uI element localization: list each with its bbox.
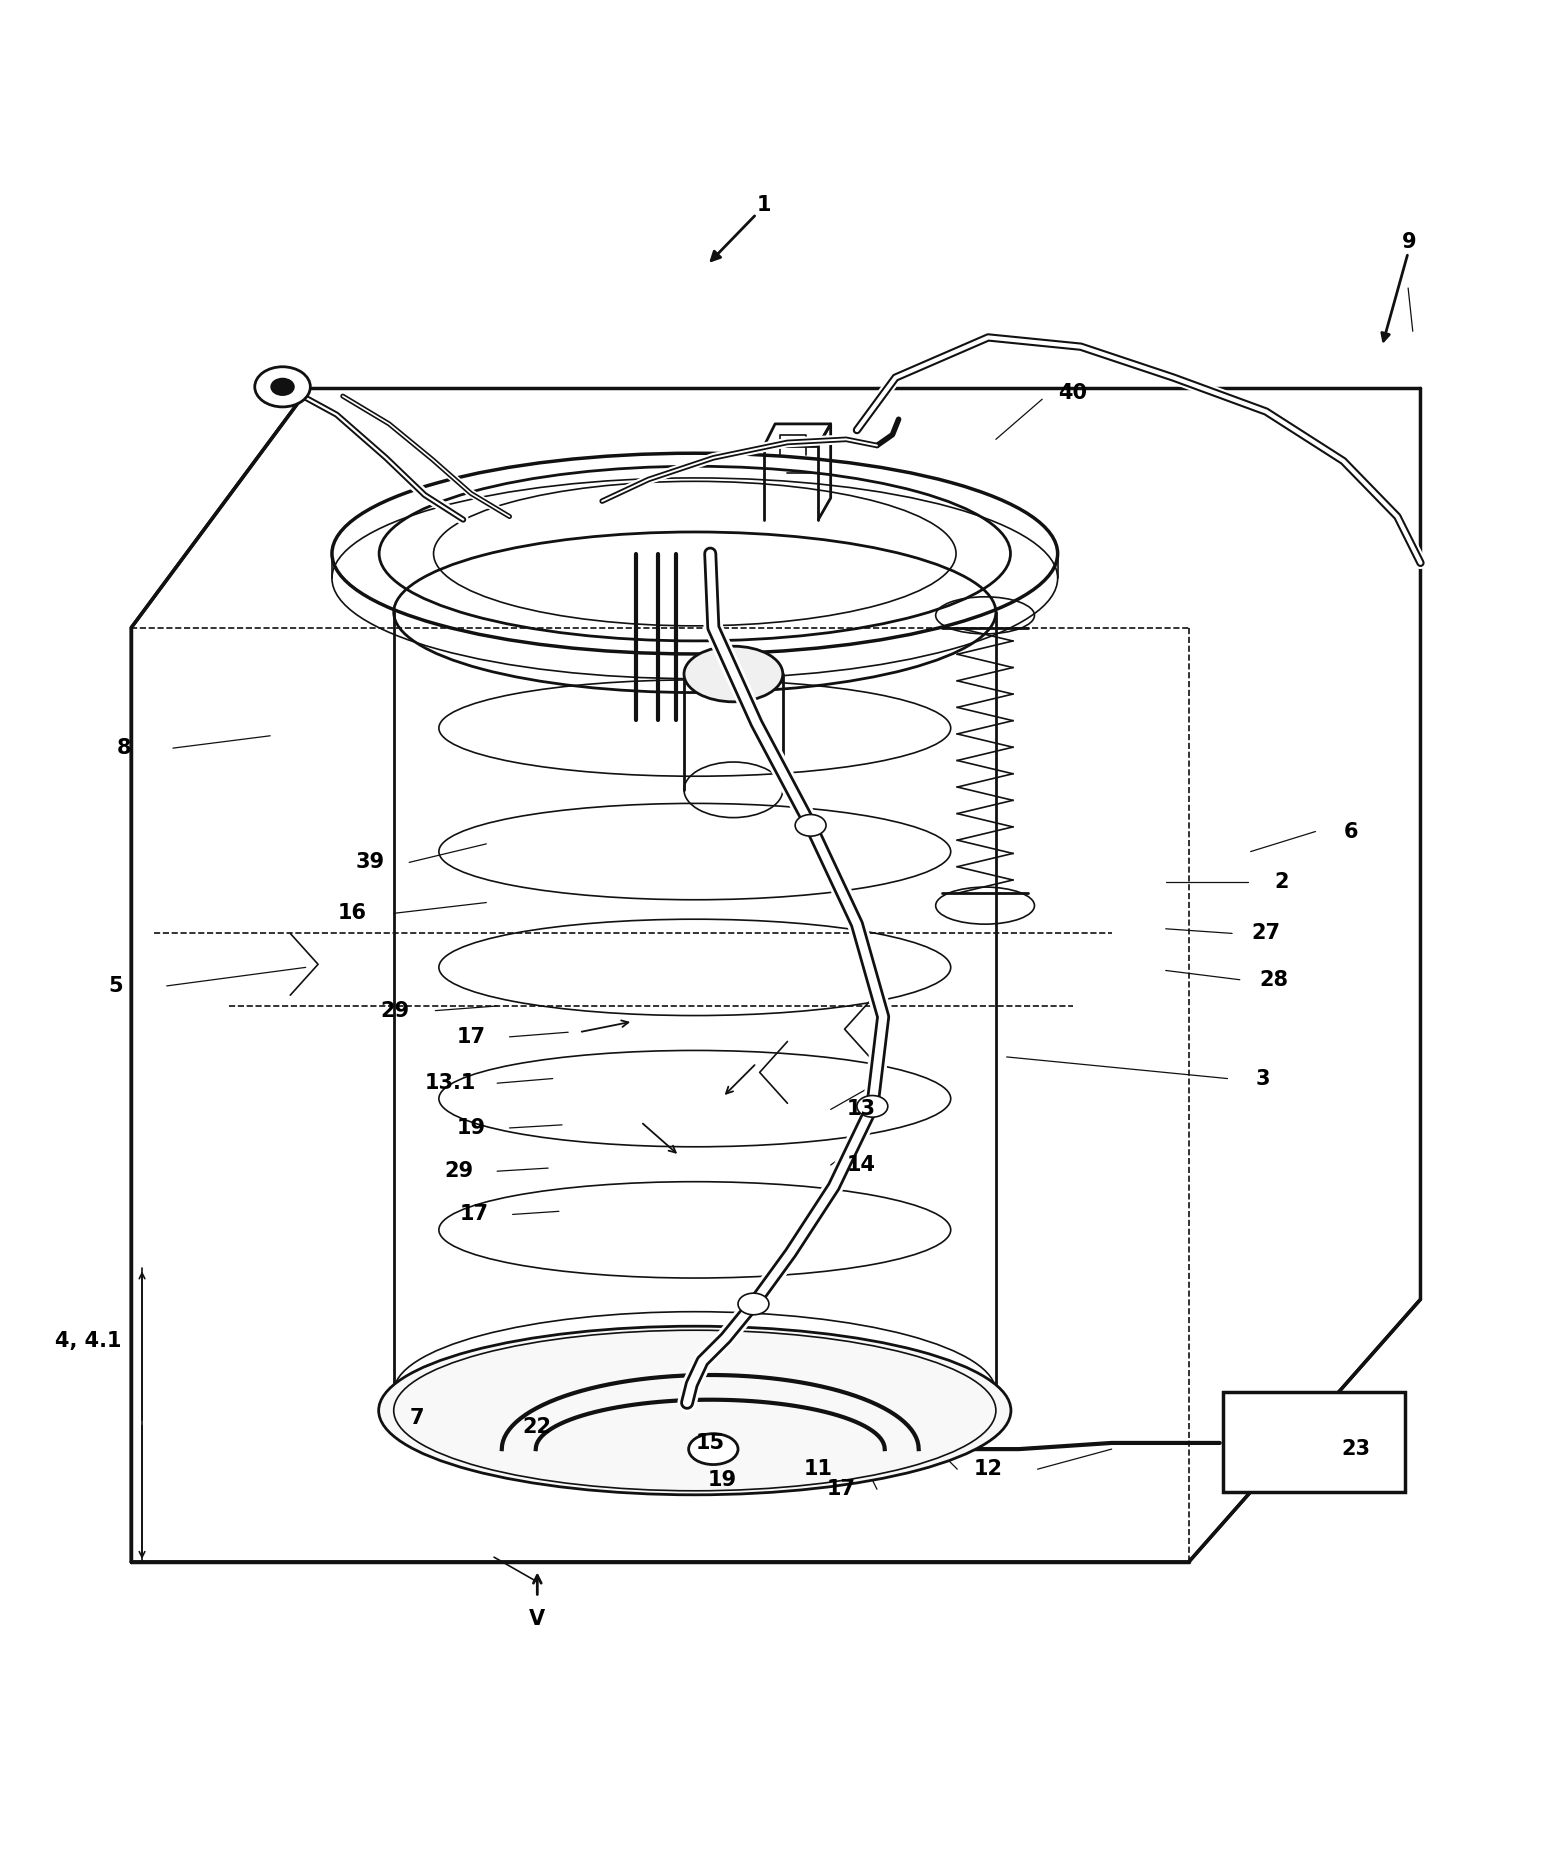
Text: 6: 6 bbox=[1343, 822, 1359, 841]
Text: 19: 19 bbox=[457, 1118, 485, 1139]
Text: 39: 39 bbox=[357, 852, 384, 873]
Ellipse shape bbox=[738, 1292, 769, 1315]
Text: 8: 8 bbox=[116, 738, 131, 759]
Text: 1: 1 bbox=[757, 195, 772, 215]
Ellipse shape bbox=[272, 378, 293, 395]
Text: 29: 29 bbox=[445, 1161, 472, 1182]
Text: 19: 19 bbox=[709, 1470, 736, 1491]
Text: 12: 12 bbox=[974, 1459, 1002, 1480]
Ellipse shape bbox=[255, 367, 310, 406]
Text: 27: 27 bbox=[1252, 923, 1280, 944]
Text: 2: 2 bbox=[1274, 873, 1289, 892]
Text: 13: 13 bbox=[848, 1099, 875, 1120]
Ellipse shape bbox=[684, 646, 783, 702]
Text: 17: 17 bbox=[457, 1026, 485, 1047]
Text: 28: 28 bbox=[1260, 970, 1288, 989]
Text: 9: 9 bbox=[1402, 232, 1417, 251]
Text: 14: 14 bbox=[848, 1156, 875, 1174]
Text: 13.1: 13.1 bbox=[425, 1073, 477, 1094]
Text: 23: 23 bbox=[1342, 1438, 1370, 1459]
Text: 3: 3 bbox=[1255, 1069, 1271, 1088]
Text: 17: 17 bbox=[828, 1480, 855, 1498]
Text: 29: 29 bbox=[381, 1000, 409, 1021]
Ellipse shape bbox=[378, 1326, 1011, 1495]
Text: 4, 4.1: 4, 4.1 bbox=[54, 1332, 122, 1350]
Text: 40: 40 bbox=[1059, 382, 1087, 403]
Text: 17: 17 bbox=[460, 1204, 488, 1225]
Text: 15: 15 bbox=[696, 1433, 724, 1453]
Ellipse shape bbox=[857, 1096, 888, 1116]
Text: 11: 11 bbox=[804, 1459, 832, 1480]
Ellipse shape bbox=[689, 1433, 738, 1465]
Text: 22: 22 bbox=[523, 1418, 551, 1437]
Text: 7: 7 bbox=[409, 1408, 425, 1429]
Ellipse shape bbox=[795, 815, 826, 835]
Text: V: V bbox=[530, 1609, 545, 1630]
Bar bbox=[1223, 1392, 1405, 1493]
Text: 16: 16 bbox=[338, 903, 366, 923]
Text: 5: 5 bbox=[108, 976, 124, 996]
